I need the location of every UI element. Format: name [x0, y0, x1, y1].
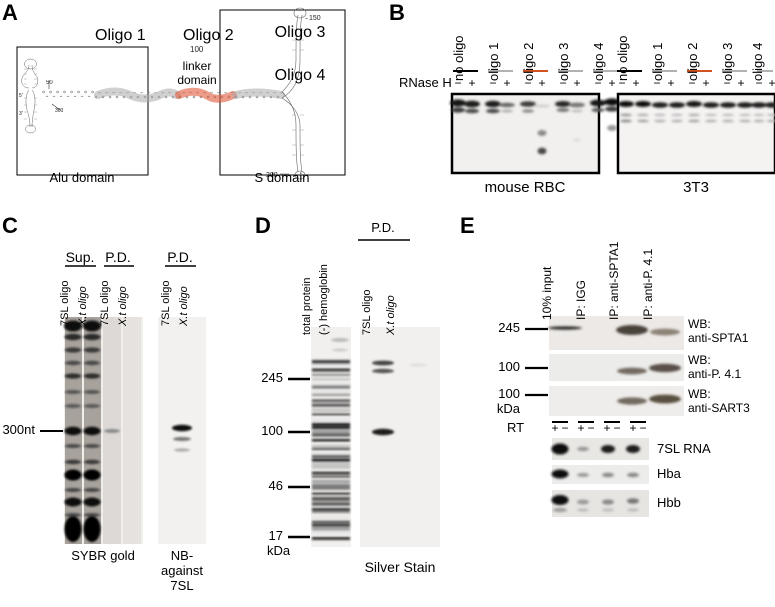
- svg-text:245: 245: [261, 370, 283, 385]
- svg-text:+: +: [667, 76, 674, 90]
- svg-text:WB:: WB:: [688, 353, 711, 367]
- svg-text:100: 100: [498, 386, 520, 401]
- svg-text:+: +: [702, 76, 709, 90]
- svg-text:245: 245: [498, 320, 520, 335]
- svg-text:RT: RT: [507, 420, 524, 435]
- svg-text:kDa: kDa: [497, 401, 521, 416]
- svg-text:+: +: [577, 421, 584, 435]
- svg-text:NB-: NB-: [171, 548, 193, 563]
- svg-text:Hba: Hba: [657, 466, 682, 481]
- svg-text:46: 46: [269, 478, 283, 493]
- svg-text:+: +: [468, 76, 475, 90]
- svg-text:+: +: [737, 76, 744, 90]
- svg-text:domain: domain: [177, 73, 216, 87]
- svg-text:17: 17: [269, 528, 283, 543]
- svg-text:+: +: [573, 76, 580, 90]
- svg-text:WB:: WB:: [688, 387, 711, 401]
- svg-text:+: +: [538, 76, 545, 90]
- svg-text:−: −: [587, 421, 594, 435]
- svg-text:+: +: [629, 421, 636, 435]
- svg-text:linker: linker: [183, 59, 212, 73]
- svg-text:anti-SPTA1: anti-SPTA1: [688, 331, 749, 345]
- svg-text:Oligo 3: Oligo 3: [275, 24, 326, 41]
- svg-text:300nt: 300nt: [2, 422, 35, 437]
- svg-text:−: −: [639, 421, 646, 435]
- svg-text:100: 100: [261, 423, 283, 438]
- svg-text:Alu domain: Alu domain: [49, 170, 114, 185]
- svg-text:5': 5': [19, 93, 23, 99]
- svg-text:Oligo 2: Oligo 2: [183, 27, 234, 44]
- svg-text:mouse RBC: mouse RBC: [485, 179, 566, 196]
- svg-text:Sup.: Sup.: [66, 249, 95, 265]
- svg-text:3': 3': [19, 111, 23, 117]
- svg-text:WB:: WB:: [688, 317, 711, 331]
- svg-text:+: +: [551, 421, 558, 435]
- svg-text:50: 50: [46, 80, 53, 86]
- svg-text:100: 100: [190, 45, 204, 54]
- svg-text:P.D.: P.D.: [371, 220, 395, 235]
- svg-text:SYBR gold: SYBR gold: [71, 548, 135, 563]
- svg-text:Oligo 4: Oligo 4: [275, 67, 326, 84]
- svg-text:300: 300: [55, 108, 64, 114]
- svg-text:P.D.: P.D.: [105, 249, 130, 265]
- svg-text:+: +: [632, 76, 639, 90]
- svg-text:S domain: S domain: [255, 170, 310, 185]
- svg-text:+: +: [503, 76, 510, 90]
- svg-text:against: against: [161, 563, 203, 578]
- svg-text:+: +: [603, 421, 610, 435]
- svg-text:7SL RNA: 7SL RNA: [657, 441, 711, 456]
- svg-text:100: 100: [498, 359, 520, 374]
- svg-text:anti-SART3: anti-SART3: [688, 401, 750, 415]
- svg-text:Silver Stain: Silver Stain: [365, 559, 436, 575]
- svg-text:Oligo 1: Oligo 1: [95, 27, 146, 44]
- svg-text:7SL: 7SL: [170, 578, 193, 593]
- svg-text:RNase H: RNase H: [399, 75, 452, 90]
- svg-text:−: −: [613, 421, 620, 435]
- svg-text:+: +: [768, 76, 775, 90]
- svg-text:anti-P. 4.1: anti-P. 4.1: [688, 367, 741, 381]
- svg-text:3T3: 3T3: [683, 179, 709, 196]
- svg-text:kDa: kDa: [267, 543, 291, 558]
- svg-text:−: −: [561, 421, 568, 435]
- svg-text:P.D.: P.D.: [167, 249, 192, 265]
- svg-text:Hbb: Hbb: [657, 495, 681, 510]
- svg-text:150: 150: [309, 15, 321, 22]
